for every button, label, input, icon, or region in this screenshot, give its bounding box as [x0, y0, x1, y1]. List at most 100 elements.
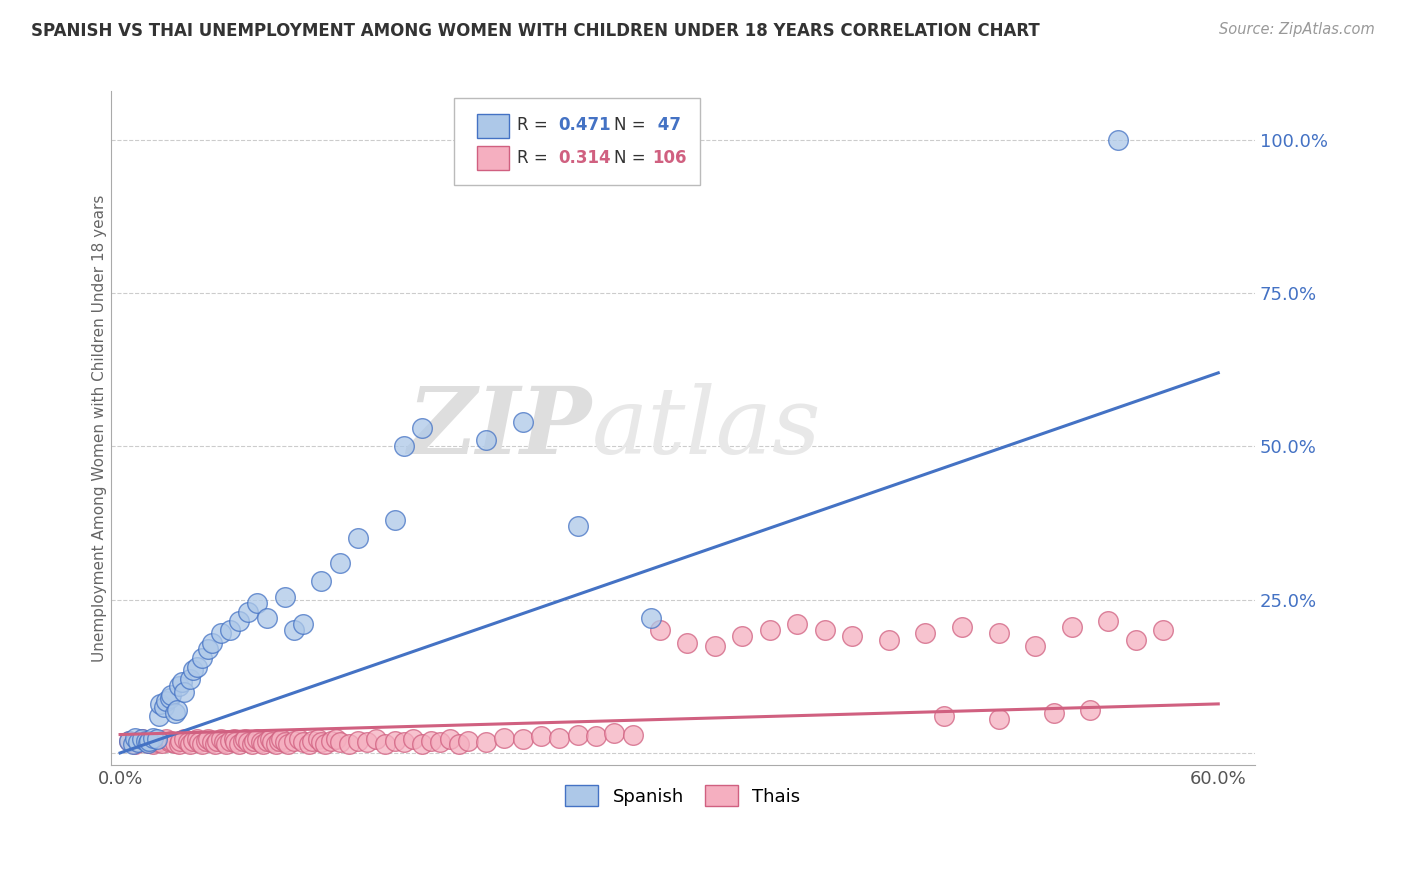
Point: [1152, 624, 1174, 638]
Point: [163, 735, 186, 749]
Point: [150, 735, 173, 749]
Point: [731, 630, 754, 644]
Point: [222, 732, 245, 747]
Point: [177, 735, 200, 749]
Point: [124, 731, 146, 745]
Point: [877, 632, 900, 647]
Point: [384, 733, 406, 747]
FancyBboxPatch shape: [454, 97, 700, 186]
Point: [252, 737, 274, 751]
Point: [209, 732, 232, 747]
Point: [987, 712, 1010, 726]
Point: [209, 626, 232, 640]
Point: [159, 735, 181, 749]
Point: [329, 556, 352, 570]
Point: [135, 733, 157, 747]
Point: [215, 737, 238, 751]
Point: [160, 733, 183, 747]
Point: [136, 735, 159, 749]
Point: [131, 732, 153, 747]
Point: [314, 737, 336, 751]
Point: [307, 732, 329, 747]
Point: [118, 733, 141, 747]
Point: [366, 732, 388, 747]
Point: [141, 733, 163, 747]
Point: [186, 732, 208, 747]
Point: [311, 735, 333, 749]
Point: [219, 624, 242, 638]
Point: [420, 733, 443, 747]
Point: [374, 737, 396, 751]
Point: [214, 735, 236, 749]
Text: 47: 47: [652, 116, 681, 134]
Point: [238, 735, 260, 749]
Point: [439, 732, 461, 747]
Y-axis label: Unemployment Among Women with Children Under 18 years: Unemployment Among Women with Children U…: [93, 194, 107, 662]
Point: [160, 688, 183, 702]
Point: [311, 574, 333, 589]
Text: atlas: atlas: [592, 383, 821, 473]
Text: N =: N =: [614, 116, 651, 134]
Point: [167, 679, 190, 693]
Point: [392, 439, 415, 453]
Point: [786, 617, 808, 632]
Point: [264, 737, 287, 751]
Point: [512, 415, 534, 429]
Point: [187, 735, 209, 749]
Point: [197, 641, 219, 656]
Point: [1042, 706, 1064, 720]
Point: [585, 729, 607, 743]
Point: [288, 732, 311, 747]
Point: [181, 663, 204, 677]
Point: [640, 611, 662, 625]
Point: [814, 624, 837, 638]
Point: [297, 737, 319, 751]
Point: [277, 737, 299, 751]
Point: [325, 732, 347, 747]
Text: ZIP: ZIP: [408, 383, 592, 473]
Point: [274, 590, 297, 604]
Point: [392, 735, 415, 749]
Text: 106: 106: [652, 149, 686, 167]
Point: [703, 639, 725, 653]
Point: [347, 532, 370, 546]
Point: [149, 733, 172, 747]
Point: [530, 729, 553, 743]
Point: [283, 624, 305, 638]
Text: N =: N =: [614, 149, 651, 167]
Point: [402, 732, 425, 747]
Point: [127, 735, 149, 749]
Point: [169, 733, 191, 747]
Point: [228, 737, 250, 751]
Point: [250, 735, 273, 749]
Point: [260, 735, 283, 749]
Point: [1107, 133, 1129, 147]
Point: [384, 513, 406, 527]
Point: [233, 732, 256, 747]
Point: [256, 733, 278, 747]
Point: [191, 651, 214, 665]
Point: [475, 434, 498, 448]
Point: [148, 709, 170, 723]
Point: [457, 733, 479, 747]
Point: [475, 735, 498, 749]
Point: [127, 735, 149, 749]
Point: [256, 611, 278, 625]
Point: [270, 732, 292, 747]
Point: [347, 733, 370, 747]
Point: [292, 735, 315, 749]
Text: Source: ZipAtlas.com: Source: ZipAtlas.com: [1219, 22, 1375, 37]
Point: [167, 737, 190, 751]
Legend: Spanish, Thais: Spanish, Thais: [558, 778, 807, 814]
Point: [153, 700, 176, 714]
Point: [447, 737, 470, 751]
Point: [292, 617, 315, 632]
Point: [163, 706, 186, 720]
Point: [149, 697, 172, 711]
Point: [197, 732, 219, 747]
Point: [259, 732, 281, 747]
Point: [179, 673, 201, 687]
Point: [191, 737, 214, 751]
Point: [987, 626, 1010, 640]
Point: [246, 596, 269, 610]
